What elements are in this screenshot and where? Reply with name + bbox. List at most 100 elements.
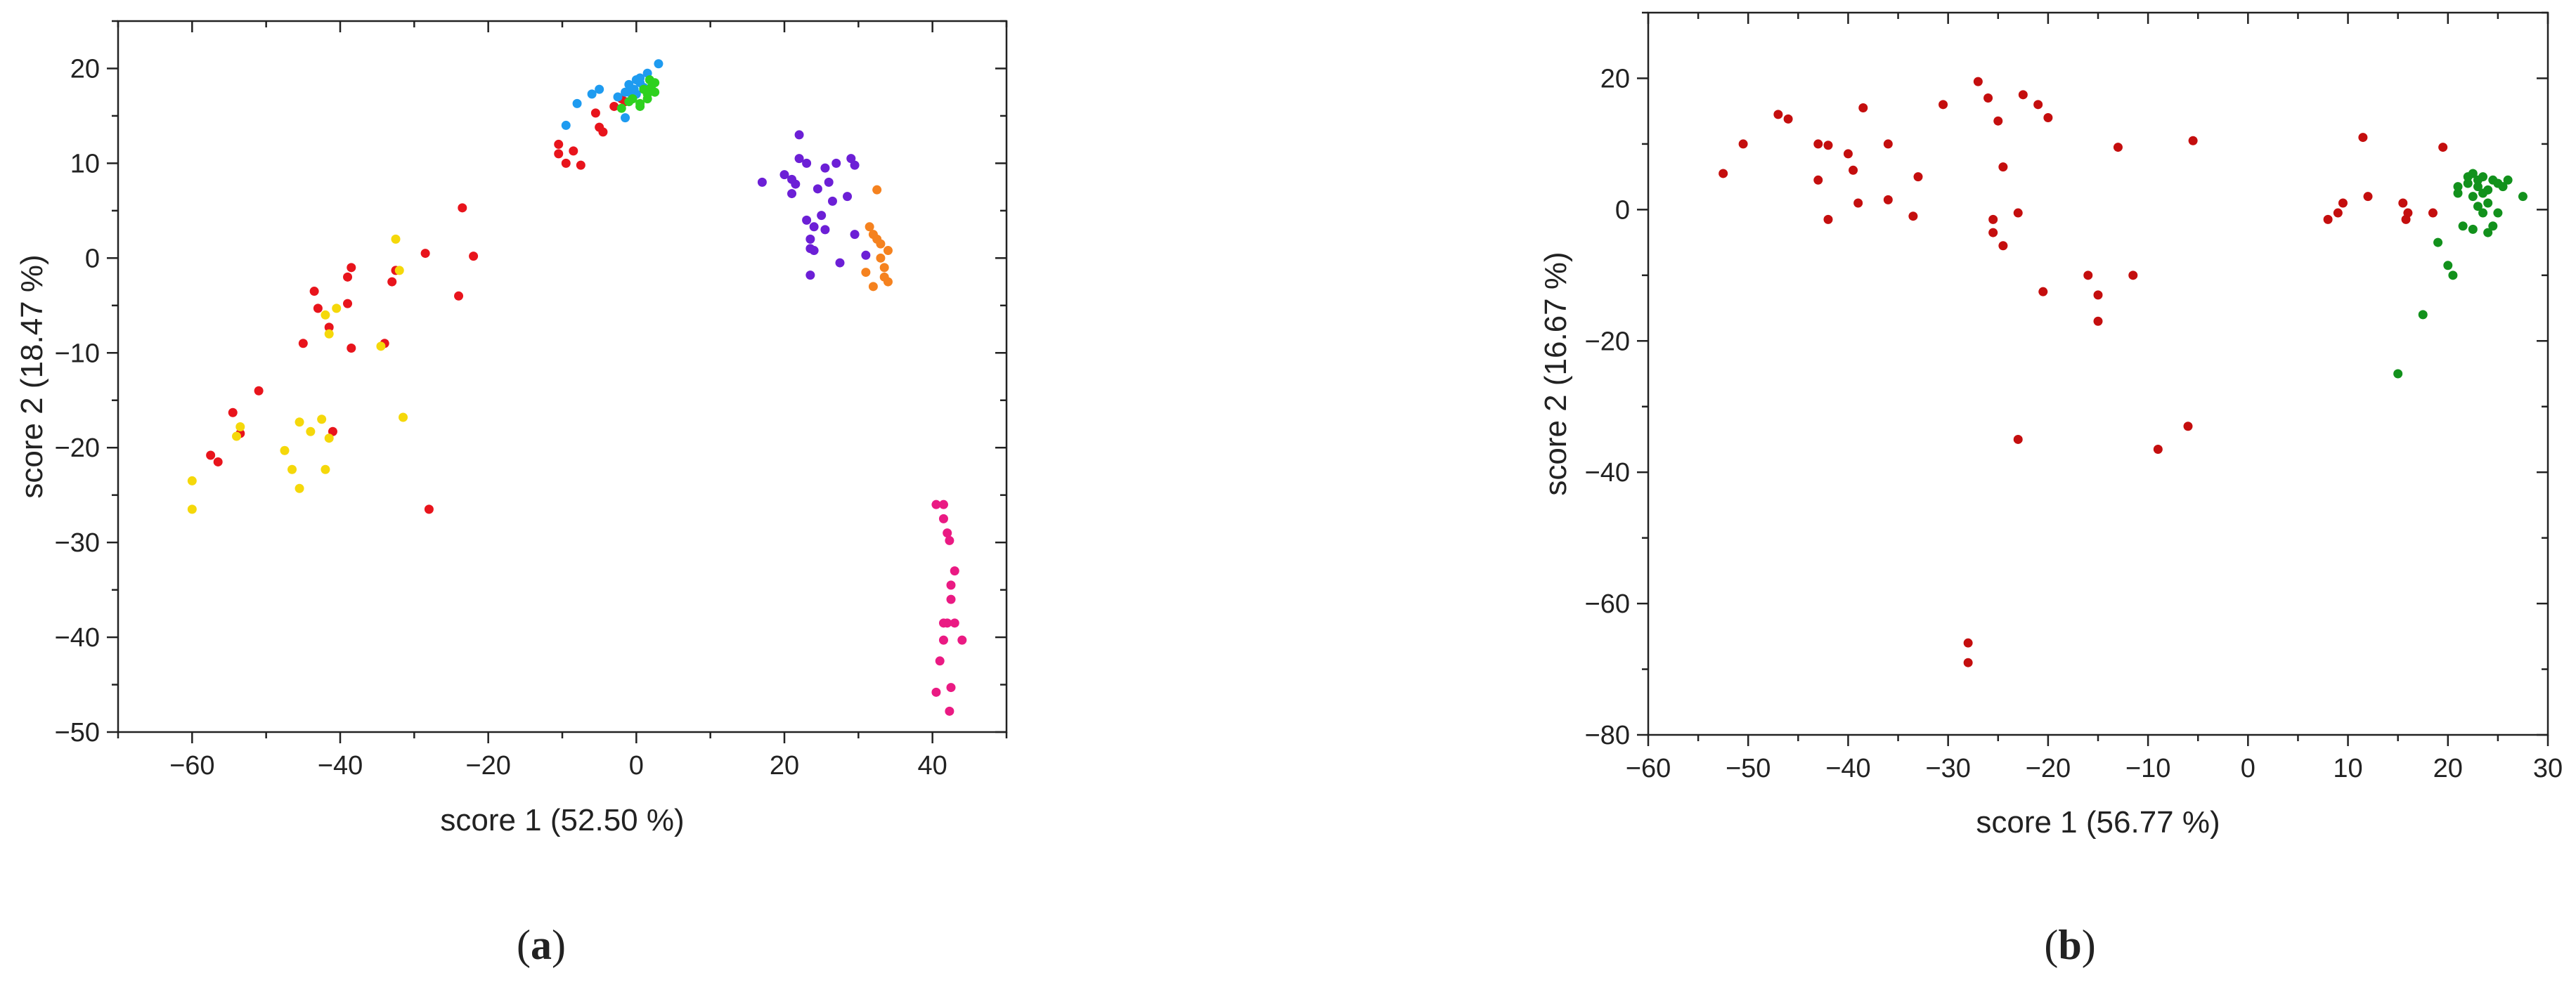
data-point [2113,143,2123,152]
data-point [1963,638,1973,648]
x-tick-label: −30 [1925,754,1970,783]
data-point [931,500,941,509]
x-tick-label: 0 [629,751,644,781]
series-7 [931,500,967,716]
data-point [295,417,304,427]
data-point [1998,162,2008,172]
data-point [2033,100,2043,110]
data-point [399,412,408,422]
data-point [313,304,323,313]
data-point [2468,169,2478,178]
data-point [1843,149,1853,159]
data-point [2183,422,2193,431]
data-point [1823,214,1833,224]
x-axis-title: score 1 (56.77 %) [1976,805,2220,840]
data-point [324,322,334,332]
data-point [235,422,245,432]
data-point [805,234,815,244]
x-tick-label: 30 [2533,754,2563,783]
data-point [613,92,623,102]
data-point [2013,434,2023,444]
panel-label-b: (b) [2044,922,2095,968]
series-4 [616,75,660,113]
data-point [843,192,853,202]
data-point [957,635,967,645]
data-point [324,329,334,339]
data-point [1983,93,1993,103]
data-point [802,215,812,225]
series-2 [187,234,408,514]
y-tick-label: −10 [55,339,100,368]
data-point [1988,228,1998,237]
data-point [2338,198,2348,208]
y-tick-label: 0 [85,244,100,273]
data-point [1988,214,1998,224]
data-point [820,163,830,173]
data-point [572,98,582,108]
data-point [394,266,404,275]
y-tick-label: 20 [70,54,100,84]
data-point [1813,175,1823,185]
data-point [2188,136,2198,145]
data-point [332,304,342,313]
data-point [938,635,948,645]
y-axis-title: score 2 (18.47 %) [15,254,49,498]
data-point [2498,182,2508,192]
x-tick-label: 40 [918,751,947,781]
data-point [824,177,834,187]
x-tick-label: −60 [169,751,214,781]
data-point [2478,172,2488,182]
data-point [343,299,353,308]
data-point [469,252,479,261]
data-point [883,277,893,287]
data-point [945,535,954,545]
data-point [1939,100,1948,110]
data-point [635,98,645,108]
data-point [938,500,948,509]
data-point [950,566,959,576]
data-point [187,504,197,514]
data-point [2418,310,2428,320]
y-tick-label: −20 [55,433,100,463]
data-point [787,189,797,199]
data-point [2468,224,2478,234]
data-point [347,263,356,273]
data-point [2428,208,2438,218]
data-point [635,78,645,88]
y-tick-label: −30 [55,528,100,558]
x-tick-label: −40 [318,751,363,781]
data-point [343,272,353,282]
data-point [946,683,956,693]
data-point [328,426,337,436]
data-point [628,94,637,104]
series-1 [206,94,630,514]
data-point [347,344,356,353]
data-point [2503,175,2513,185]
data-point [1849,165,1858,175]
data-point [868,282,878,292]
data-point [458,203,467,213]
scatter-plot-a: −60 −40 −20 0 20 40 20 10 0 −10 −20 −30 −40 −50 score … [15,20,1008,837]
data-point [2443,261,2453,270]
data-point [232,431,242,441]
data-point [595,84,604,94]
x-tick-label: −40 [1825,754,1870,783]
data-point [938,618,948,628]
data-point [1738,139,1748,149]
data-point [835,258,845,268]
series-3 [561,59,664,130]
data-point [1883,195,1893,204]
x-tick-label: −20 [465,751,510,781]
data-point [587,89,597,99]
data-point [1908,211,1918,221]
data-point [2433,237,2443,247]
y-tick-label: 10 [70,149,100,178]
data-point [2333,208,2343,218]
data-point [309,287,319,296]
data-point [861,268,871,278]
data-point [938,514,948,523]
data-point [2038,287,2048,296]
data-point [805,270,815,280]
data-point [946,594,956,604]
data-point [387,277,397,287]
